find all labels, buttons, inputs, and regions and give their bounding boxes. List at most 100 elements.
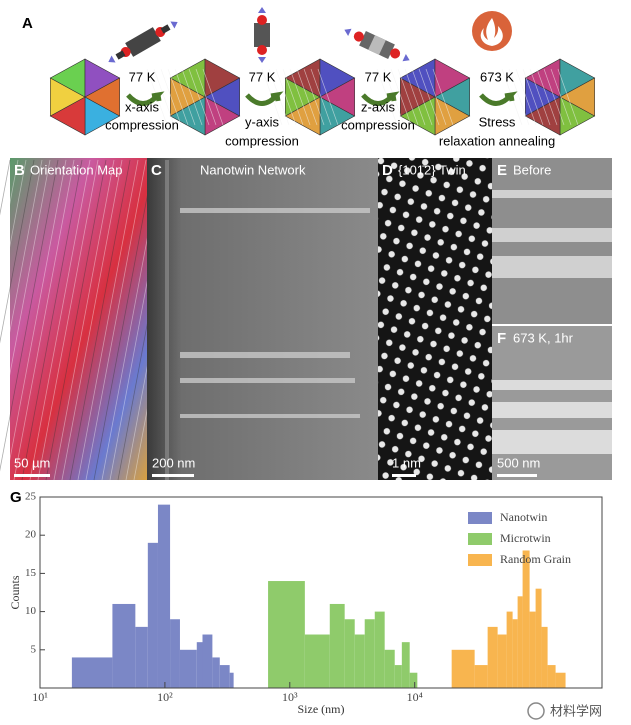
- watermark-text: 材料学网: [550, 703, 602, 718]
- lattice-image: [378, 158, 492, 480]
- panel-label: B: [14, 162, 25, 179]
- step-label: compression: [225, 133, 299, 148]
- panel-title: 673 K, 1hr: [513, 330, 574, 345]
- twin-stripe: [557, 68, 579, 126]
- scale-label: 500 nm: [497, 455, 540, 470]
- twin-stripe: [275, 68, 297, 126]
- histogram: G 5 10 15 20 25 10¹ 10² 10³ 10⁴ Size (nm) Counts Nan…: [8, 489, 603, 716]
- temperature: 673 K: [480, 69, 514, 84]
- stripe: [0, 159, 51, 429]
- bar: [304, 634, 330, 688]
- bar: [344, 619, 355, 688]
- stripe: [69, 159, 131, 481]
- watermark: 材料学网: [527, 702, 602, 720]
- twin-stripe: [543, 68, 565, 126]
- scale-label: 200 nm: [152, 455, 195, 470]
- bar: [394, 665, 402, 688]
- grain-models: [49, 58, 596, 136]
- grain-facet: [434, 77, 470, 117]
- compression-icons: [108, 7, 410, 63]
- x-tick-label: 10⁴: [407, 690, 423, 704]
- twin-stripe: [310, 68, 332, 126]
- bar: [219, 665, 230, 688]
- temperature: 77 K: [249, 69, 276, 84]
- stripe: [13, 159, 75, 481]
- legend-swatch: [468, 512, 492, 524]
- bar: [212, 657, 220, 688]
- bar: [547, 665, 556, 688]
- bar: [487, 626, 498, 688]
- scale-bar: [152, 474, 194, 477]
- twin-stripe: [397, 68, 419, 126]
- twin-stripe: [515, 68, 537, 126]
- stripe: [21, 159, 83, 481]
- bar: [517, 596, 523, 688]
- temperature: 77 K: [365, 69, 392, 84]
- stripe: [0, 159, 27, 301]
- legend-label: Random Grain: [500, 552, 571, 566]
- stripe: [5, 159, 67, 481]
- bar: [374, 611, 385, 688]
- y-tick-label: 5: [31, 643, 37, 655]
- bar: [268, 581, 305, 688]
- twin-stripe: [296, 68, 318, 126]
- twin-stripe: [404, 68, 426, 126]
- bar: [329, 603, 345, 688]
- bands: [492, 190, 612, 278]
- stripe: [0, 159, 19, 259]
- bar: [135, 626, 148, 688]
- twin-stripe: [181, 68, 203, 126]
- x-tick-label: 10²: [157, 690, 173, 704]
- bar: [529, 611, 536, 688]
- bar: [196, 642, 203, 688]
- step-label: x-axis: [125, 99, 159, 114]
- plot-frame: [39, 496, 603, 689]
- scale-bar: [497, 474, 537, 477]
- stripe: [85, 159, 147, 481]
- twin-stripe: [425, 68, 447, 126]
- twin-stripe: [289, 68, 311, 126]
- twin-stripe: [317, 68, 339, 126]
- scale-bar: [14, 474, 50, 477]
- arrow: [479, 91, 518, 106]
- bar: [409, 672, 418, 688]
- bar: [229, 672, 234, 688]
- arrow: [126, 91, 165, 106]
- panel-label: C: [151, 162, 162, 179]
- twin-stripe: [376, 68, 398, 126]
- stripe: [77, 159, 139, 481]
- grain-facet: [319, 77, 355, 117]
- arrow: [361, 91, 400, 106]
- step-label: compression: [105, 117, 179, 132]
- panel-label: A: [22, 15, 33, 32]
- grain-facet: [204, 77, 240, 117]
- y-tick-label: 20: [25, 529, 37, 541]
- bar: [474, 665, 488, 688]
- y-tick-label: 10: [25, 605, 37, 617]
- bar: [170, 619, 180, 688]
- twin-stripe: [390, 68, 412, 126]
- panel-labels: B Orientation Map 50 µm C Nanotwin Network 20…: [14, 162, 574, 477]
- twin-stripe: [174, 68, 196, 126]
- twin-stripe: [418, 68, 440, 126]
- bar: [512, 619, 518, 688]
- bar: [522, 550, 530, 688]
- bar: [497, 634, 507, 688]
- y-tick-label: 15: [25, 567, 37, 579]
- bar: [506, 611, 513, 688]
- x-tick-label: 10³: [282, 690, 298, 704]
- panel-a: A 77 K x-axis compression 77 K y-axis compres…: [22, 7, 596, 148]
- grain-facet: [84, 77, 120, 117]
- arrow: [245, 91, 284, 106]
- stripe: [61, 159, 123, 481]
- bar: [179, 649, 197, 688]
- step-label: z-axis: [361, 99, 395, 114]
- x-axis-label: Size (nm): [298, 702, 345, 716]
- twin-stripe: [508, 68, 530, 126]
- bar: [384, 649, 395, 688]
- scale-bar: [392, 474, 416, 477]
- y-tick-label: 25: [25, 491, 37, 503]
- twin-stripe: [153, 68, 175, 126]
- stripe: [0, 159, 43, 387]
